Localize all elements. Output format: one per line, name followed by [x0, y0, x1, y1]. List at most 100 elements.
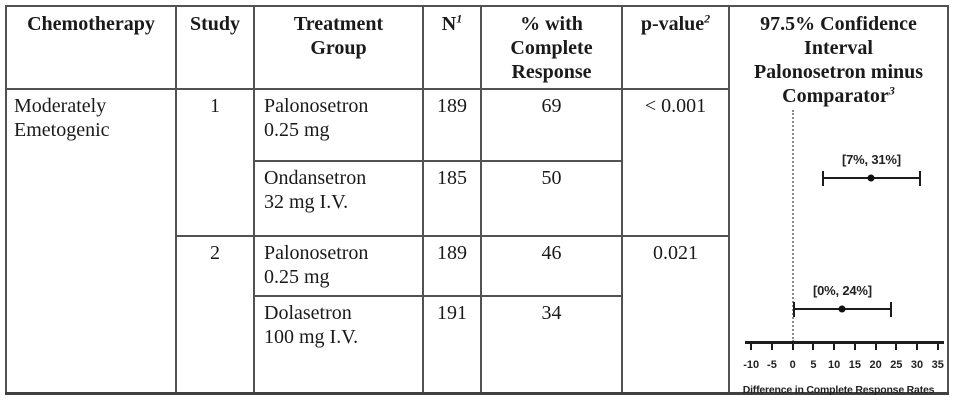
ci-point-marker [838, 305, 846, 313]
ci-error-bar [792, 302, 893, 317]
treatment-name: Dolasetron [264, 302, 352, 324]
treatment-dose: 32 mg I.V. [264, 191, 349, 213]
pct-value: 34 [541, 302, 562, 324]
p-value: 0.021 [653, 242, 698, 264]
p-value: < 0.001 [644, 95, 707, 117]
ci-interval-label: [7%, 31%] [841, 152, 901, 167]
n-value: 185 [437, 167, 467, 189]
axis-tick [916, 344, 919, 350]
treatment-name: Palonosetron [264, 242, 369, 264]
header-label: Study [189, 13, 241, 35]
n-value: 189 [437, 95, 467, 117]
axis-tick [812, 344, 815, 350]
axis-tick-label: 10 [828, 359, 841, 371]
table-row: Ondansetron 32 mg I.V. 185 50 [6, 160, 948, 237]
axis-tick [833, 344, 836, 350]
treatment-dose: 0.25 mg [264, 119, 330, 141]
clinical-results-table: Chemotherapy Study Treatment Group N1 % … [5, 5, 949, 396]
ci-series-study-2: [0%, 24%] [745, 283, 944, 319]
ci-error-bar [821, 171, 922, 186]
axis-tick [750, 344, 753, 350]
ci-cap-high [919, 171, 922, 186]
cell-treatment-group: Dolasetron 100 mg I.V. [253, 295, 424, 395]
x-axis-caption: Difference in Complete Response Rates [742, 384, 935, 396]
column-header-study: Study [175, 5, 255, 90]
header-label: Palonosetron minus [753, 61, 924, 83]
column-header-pct-complete-response: % with Complete Response [480, 5, 623, 90]
header-label: Comparator [782, 85, 889, 107]
cell-p-value: 0.021 [621, 235, 730, 395]
axis-tick [874, 344, 877, 350]
cell-treatment-group: Ondansetron 32 mg I.V. [253, 160, 424, 237]
header-row: Chemotherapy Study Treatment Group N1 % … [5, 5, 949, 396]
footnote-marker-3: 3 [888, 83, 895, 98]
forest-plot: [7%, 31%] [0%, 24%] [743, 7, 944, 392]
treatment-name: Palonosetron [264, 95, 369, 117]
axis-tick-label: -10 [743, 359, 760, 371]
cell-chemotherapy-type: Moderately Emetogenic [5, 88, 177, 395]
study-number: 2 [210, 242, 220, 264]
header-label: Treatment [293, 13, 384, 35]
treatment-dose: 100 mg I.V. [264, 326, 359, 348]
ci-series-study-1: [7%, 31%] [745, 152, 944, 188]
axis-tick [770, 344, 773, 350]
axis-tick-label: 35 [931, 359, 944, 371]
pct-value: 69 [541, 95, 562, 117]
x-axis-line [745, 341, 944, 344]
header-label: Chemotherapy [27, 13, 155, 35]
chemotherapy-label: Moderately [14, 95, 107, 117]
axis-tick-label: 25 [890, 359, 903, 371]
axis-tick [895, 344, 898, 350]
cell-n: 189 [422, 88, 482, 162]
table-row: Dolasetron 100 mg I.V. 191 34 [6, 295, 948, 395]
axis-tick-label: 30 [910, 359, 924, 371]
x-axis-ticks: -10 -5 0 5 10 15 20 25 30 35 [743, 7, 944, 392]
cell-pct-complete-response: 69 [480, 88, 623, 162]
header-label: Complete [510, 37, 593, 59]
header-label: N [441, 13, 457, 35]
column-header-treatment-group: Treatment Group [253, 5, 424, 90]
axis-tick [791, 344, 794, 350]
zero-reference-line [791, 110, 794, 342]
study-number: 1 [210, 95, 220, 117]
cell-pct-complete-response: 46 [480, 235, 623, 297]
axis-tick [936, 344, 939, 350]
ci-cap-high [890, 302, 893, 317]
axis-tick-label: 15 [848, 359, 861, 371]
cell-n: 185 [422, 160, 482, 237]
ci-point-marker [867, 174, 875, 182]
header-label: Comparator3 [730, 84, 947, 108]
cell-study-number: 2 [175, 235, 255, 395]
cell-pct-complete-response: 34 [480, 295, 623, 395]
table-row: 2 Palonosetron 0.25 mg 189 46 0.021 [6, 235, 948, 395]
axis-tick-label: 0 [789, 359, 796, 371]
column-header-chemotherapy: Chemotherapy [5, 5, 177, 90]
cell-pct-complete-response: 50 [480, 160, 623, 237]
header-label: Group [310, 37, 367, 59]
axis-tick [853, 344, 856, 350]
cell-treatment-group: Palonosetron 0.25 mg [253, 88, 424, 162]
footnote-marker-2: 2 [704, 11, 711, 26]
header-label: Interval [804, 37, 873, 59]
cell-n: 191 [422, 295, 482, 395]
chemotherapy-label: Emetogenic [14, 119, 110, 141]
footnote-marker-1: 1 [456, 11, 463, 26]
n-value: 191 [437, 302, 467, 324]
cell-study-number: 1 [175, 88, 255, 237]
ci-column-header: 97.5% Confidence Interval Palonosetron m… [730, 7, 947, 108]
treatment-name: Ondansetron [264, 167, 367, 189]
treatment-dose: 0.25 mg [264, 266, 330, 288]
axis-tick-label: 5 [810, 359, 817, 371]
header-label: 97.5% Confidence [760, 13, 917, 35]
table-row: Moderately Emetogenic 1 Palonosetron 0.2… [5, 88, 948, 395]
axis-tick-label: 20 [869, 359, 882, 371]
cell-treatment-group: Palonosetron 0.25 mg [253, 235, 424, 297]
ci-interval-label: [0%, 24%] [812, 283, 872, 298]
column-header-p-value: p-value2 [621, 5, 730, 90]
header-label: Response [511, 61, 592, 83]
n-value: 189 [437, 242, 467, 264]
axis-tick-label: -5 [767, 359, 777, 371]
pct-value: 46 [541, 242, 562, 264]
confidence-interval-column: 97.5% Confidence Interval Palonosetron m… [728, 5, 949, 396]
